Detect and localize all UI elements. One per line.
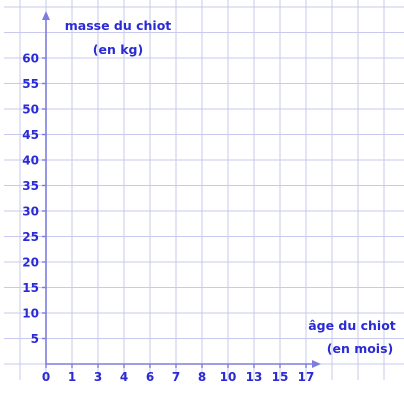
x-tick-label: 8 bbox=[198, 370, 206, 384]
x-tick-label: 6 bbox=[146, 370, 154, 384]
x-axis-label: âge du chiot bbox=[308, 318, 396, 333]
y-tick-label: 25 bbox=[22, 230, 39, 244]
y-tick-label: 30 bbox=[22, 205, 39, 219]
x-tick-label: 1 bbox=[68, 370, 76, 384]
y-tick-label: 10 bbox=[22, 307, 39, 321]
x-tick-label: 17 bbox=[298, 370, 315, 384]
y-tick-label: 5 bbox=[31, 332, 39, 346]
y-tick-label: 60 bbox=[22, 52, 39, 66]
x-tick-label: 7 bbox=[172, 370, 180, 384]
x-tick-label: 15 bbox=[272, 370, 289, 384]
axes bbox=[42, 11, 321, 368]
x-tick-label: 0 bbox=[42, 370, 50, 384]
y-tick-label: 45 bbox=[22, 128, 39, 142]
x-tick-label: 4 bbox=[120, 370, 128, 384]
x-axis-arrow-icon bbox=[312, 360, 321, 368]
y-axis-arrow-icon bbox=[42, 11, 50, 20]
y-tick-labels: 5 10 15 20 25 30 35 40 45 50 55 60 bbox=[22, 52, 46, 346]
x-tick-labels: 0 1 3 4 6 7 8 10 13 15 17 bbox=[42, 364, 315, 384]
x-tick-label: 13 bbox=[246, 370, 263, 384]
y-tick-label: 50 bbox=[22, 103, 39, 117]
y-tick-label: 55 bbox=[22, 77, 39, 91]
x-tick-label: 3 bbox=[94, 370, 102, 384]
y-axis-label: masse du chiot bbox=[65, 18, 172, 33]
x-tick-label: 10 bbox=[220, 370, 237, 384]
y-tick-label: 35 bbox=[22, 179, 39, 193]
y-axis-unit-label: (en kg) bbox=[93, 42, 143, 57]
x-axis-unit-label: (en mois) bbox=[327, 341, 394, 356]
y-tick-label: 40 bbox=[22, 154, 39, 168]
y-tick-label: 20 bbox=[22, 256, 39, 270]
y-tick-label: 15 bbox=[22, 281, 39, 295]
grid bbox=[4, 0, 404, 380]
